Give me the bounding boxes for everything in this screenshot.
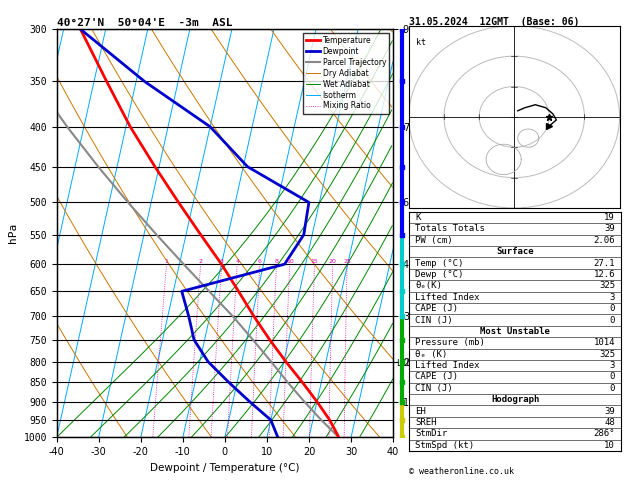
Text: StmDir: StmDir: [415, 430, 447, 438]
Text: 25: 25: [343, 259, 351, 264]
Text: Hodograph: Hodograph: [491, 395, 539, 404]
Text: 286°: 286°: [594, 430, 615, 438]
Text: K: K: [415, 213, 421, 222]
Text: StmSpd (kt): StmSpd (kt): [415, 441, 474, 450]
Text: 39: 39: [604, 407, 615, 416]
Text: 15: 15: [311, 259, 318, 264]
Text: CIN (J): CIN (J): [415, 384, 453, 393]
Y-axis label: hPa: hPa: [8, 223, 18, 243]
Text: Totals Totals: Totals Totals: [415, 225, 485, 233]
Text: 0: 0: [610, 315, 615, 325]
Text: 20: 20: [329, 259, 337, 264]
Text: 3: 3: [610, 361, 615, 370]
Text: 19: 19: [604, 213, 615, 222]
Text: Temp (°C): Temp (°C): [415, 259, 464, 268]
Legend: Temperature, Dewpoint, Parcel Trajectory, Dry Adiabat, Wet Adiabat, Isotherm, Mi: Temperature, Dewpoint, Parcel Trajectory…: [303, 33, 389, 114]
Text: LCL: LCL: [396, 359, 411, 367]
Text: Most Unstable: Most Unstable: [480, 327, 550, 336]
Text: 0: 0: [610, 384, 615, 393]
Text: © weatheronline.co.uk: © weatheronline.co.uk: [409, 467, 514, 476]
Text: Lifted Index: Lifted Index: [415, 293, 480, 302]
Text: 27.1: 27.1: [594, 259, 615, 268]
Text: Pressure (mb): Pressure (mb): [415, 338, 485, 347]
Text: EH: EH: [415, 407, 426, 416]
Text: 0: 0: [610, 372, 615, 382]
Text: PW (cm): PW (cm): [415, 236, 453, 245]
Text: 1: 1: [165, 259, 169, 264]
Y-axis label: km
ASL: km ASL: [416, 223, 435, 244]
Text: Surface: Surface: [496, 247, 534, 256]
Text: CAPE (J): CAPE (J): [415, 304, 459, 313]
Text: 8: 8: [274, 259, 279, 264]
Text: 3: 3: [220, 259, 224, 264]
Text: 3: 3: [610, 293, 615, 302]
Text: 48: 48: [604, 418, 615, 427]
Text: 4: 4: [235, 259, 239, 264]
Text: SREH: SREH: [415, 418, 437, 427]
Text: θₑ (K): θₑ (K): [415, 350, 447, 359]
Text: 6: 6: [258, 259, 262, 264]
Text: 1014: 1014: [594, 338, 615, 347]
Text: Lifted Index: Lifted Index: [415, 361, 480, 370]
Text: 10: 10: [604, 441, 615, 450]
Text: 325: 325: [599, 350, 615, 359]
Text: 39: 39: [604, 225, 615, 233]
Text: θₑ(K): θₑ(K): [415, 281, 442, 291]
Text: 325: 325: [599, 281, 615, 291]
Text: kt: kt: [416, 38, 426, 47]
Text: CIN (J): CIN (J): [415, 315, 453, 325]
Text: 10: 10: [286, 259, 294, 264]
Text: 31.05.2024  12GMT  (Base: 06): 31.05.2024 12GMT (Base: 06): [409, 17, 579, 27]
Text: CAPE (J): CAPE (J): [415, 372, 459, 382]
Text: 2.06: 2.06: [594, 236, 615, 245]
Text: 2: 2: [199, 259, 203, 264]
Text: 12.6: 12.6: [594, 270, 615, 279]
Text: 40°27'N  50°04'E  -3m  ASL: 40°27'N 50°04'E -3m ASL: [57, 18, 232, 28]
Text: 0: 0: [610, 304, 615, 313]
X-axis label: Dewpoint / Temperature (°C): Dewpoint / Temperature (°C): [150, 463, 299, 473]
Text: Dewp (°C): Dewp (°C): [415, 270, 464, 279]
